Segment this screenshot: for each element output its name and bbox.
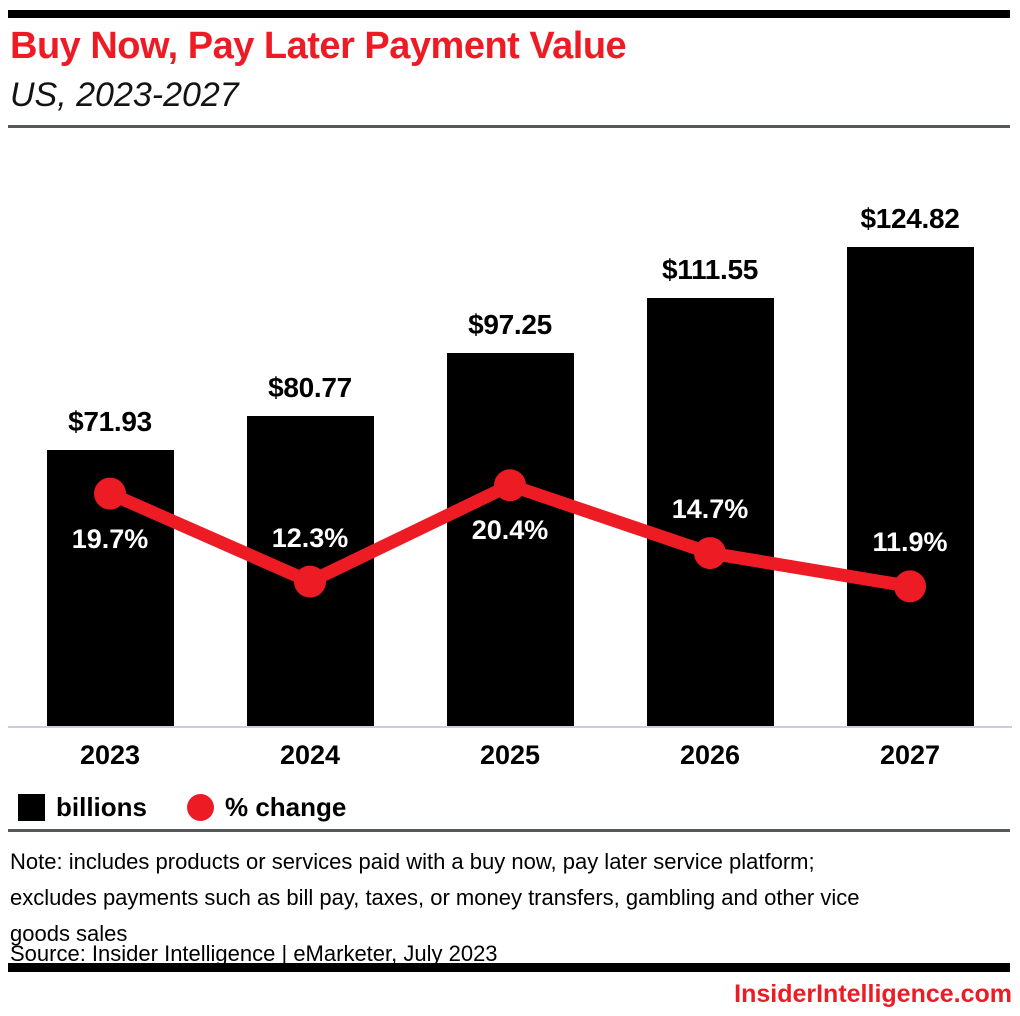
pct-change-label-2025: 20.4% [471,515,549,546]
bar-2023 [46,450,174,726]
line-swatch-icon [187,794,214,821]
pct-change-label-2027: 11.9% [872,527,948,558]
bar-2024 [246,416,374,726]
bar-value-label-2027: $124.82 [860,203,960,234]
bar-swatch-icon [18,794,45,821]
bar-value-label-2025: $97.25 [468,309,552,340]
pct-change-label-2023: 19.7% [71,523,149,554]
chart-subtitle: US, 2023-2027 [10,76,239,114]
source-text: Source: Insider Intelligence | eMarketer… [10,941,498,966]
legend: billions % change [18,792,346,823]
pct-change-label-2026: 14.7% [671,494,749,525]
legend-item-pct-change: % change [187,792,346,823]
x-axis-label-2025: 2025 [479,740,541,770]
website-link[interactable]: InsiderIntelligence.com [734,980,1012,1008]
x-axis-label-2026: 2026 [679,740,741,770]
legend-label-billions: billions [56,792,147,822]
bar-value-label-2023: $71.93 [68,406,152,437]
top-divider-bar [8,10,1010,18]
legend-label-pct-change: % change [225,792,347,822]
x-axis-label-2023: 2023 [79,740,141,770]
legend-item-billions: billions [18,792,147,823]
bar-2027 [846,247,974,726]
note-line-3: goods sales [10,921,128,946]
note-text: Note: includes products or services paid… [10,844,859,952]
x-axis-label-2027: 2027 [879,740,941,770]
pct-change-label-2024: 12.3% [271,522,349,553]
note-line-2: excludes payments such as bill pay, taxe… [10,885,860,910]
legend-divider [8,829,1010,832]
note-line-1: Note: includes products or services paid… [10,849,815,874]
footer-divider-bar [8,963,1010,972]
bar-value-label-2024: $80.77 [268,372,352,403]
x-axis-baseline [8,726,1012,728]
x-axis-label-2024: 2024 [279,740,341,770]
header-divider [8,125,1010,128]
chart-title: Buy Now, Pay Later Payment Value [10,25,627,67]
bar-value-label-2026: $111.55 [661,254,759,285]
